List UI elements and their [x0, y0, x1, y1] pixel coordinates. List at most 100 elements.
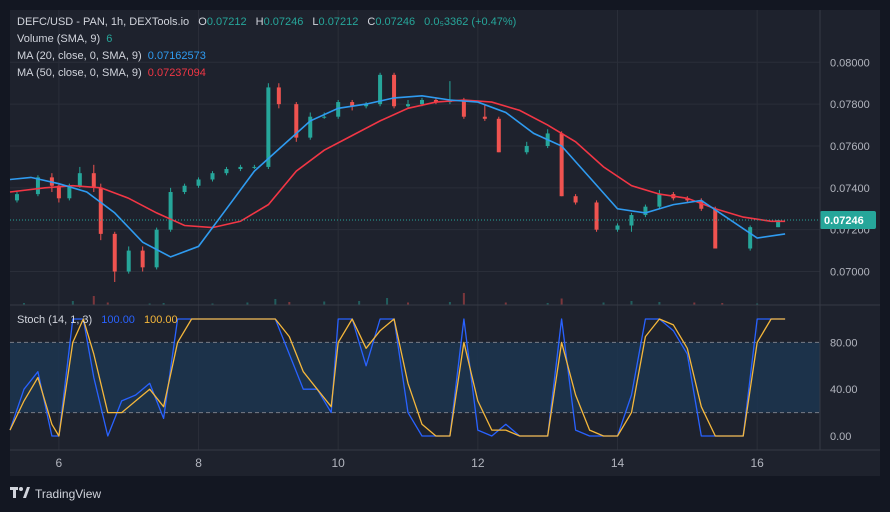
candle-body [643, 206, 648, 216]
candle-body [14, 194, 19, 201]
volume-bar [358, 301, 361, 305]
volume-bar [106, 302, 109, 305]
candle-body [322, 116, 327, 118]
candle-body [196, 179, 201, 186]
volume-bar [630, 301, 633, 305]
candle-body [573, 196, 578, 203]
volume-bar [693, 302, 696, 305]
volume-bar [323, 301, 326, 305]
candle-body [224, 169, 229, 174]
candle-body [685, 198, 690, 201]
stoch-tick-label: 40.00 [830, 384, 858, 396]
high-key: H [255, 16, 264, 28]
moving-averages [9, 94, 786, 258]
time-tick-label: 10 [332, 456, 346, 470]
volume-bar [288, 302, 291, 305]
candle-body [112, 233, 117, 272]
ma20-line [9, 94, 786, 258]
candle-body [392, 74, 397, 107]
candle-body [350, 102, 355, 107]
candle-body [140, 250, 145, 268]
volume-bar [448, 302, 451, 305]
candle-body [406, 104, 411, 107]
candle-body [378, 74, 383, 105]
volume-bar [756, 303, 759, 305]
candle-body [210, 173, 215, 180]
tradingview-logo-icon[interactable] [10, 486, 30, 502]
volume-bar [92, 296, 95, 305]
footer: TradingView [10, 484, 101, 504]
close-value: 0.07246 [375, 16, 416, 28]
stoch-legend: Stoch (14, 1, 3) 100.00 100.00 [17, 312, 178, 329]
candle-body [482, 116, 487, 119]
price-tick-label: 0.07000 [830, 267, 870, 279]
ma50-line [9, 99, 786, 229]
stoch-d-value: 100.00 [144, 314, 178, 326]
volume-row: Volume (SMA, 9) 6 [17, 31, 522, 48]
change-value: 0.0₅3362 (+0.47%) [424, 16, 517, 28]
ma20-label[interactable]: MA (20, close, 0, SMA, 9) [17, 50, 142, 62]
volume-bar [462, 293, 465, 305]
price-tick-label: 0.08000 [830, 57, 870, 69]
ma50-value: 0.07237094 [147, 67, 206, 79]
stoch-d-line [9, 318, 786, 437]
candle-body [461, 99, 466, 117]
candle-body [276, 87, 281, 105]
volume-bar [246, 302, 249, 305]
open-key: O [198, 16, 207, 28]
candle-body [77, 173, 82, 186]
stoch-k-value: 100.00 [101, 314, 135, 326]
volume-bar [504, 302, 507, 305]
volume-bar [602, 302, 605, 305]
volume-label[interactable]: Volume (SMA, 9) [17, 33, 101, 45]
candle-body [294, 104, 299, 138]
volume-bar [658, 302, 661, 305]
high-value: 0.07246 [263, 16, 304, 28]
time-tick-label: 6 [56, 456, 63, 470]
volume-bar [560, 298, 563, 305]
axes: 0.080000.078000.076000.074000.072000.070… [10, 57, 876, 470]
candle-body [154, 229, 159, 268]
candle-body [496, 118, 501, 153]
candle-body [699, 200, 704, 209]
volume-bar [71, 301, 74, 305]
open-value: 0.07212 [206, 16, 247, 28]
candle-body [615, 225, 620, 230]
candle-body [238, 166, 243, 170]
volume-bar [386, 298, 389, 305]
candle-body [364, 104, 369, 107]
close-key: C [367, 16, 376, 28]
candle-body [91, 173, 96, 188]
symbol-label[interactable]: DEFC/USD - PAN, 1h, DEXTools.io [17, 16, 190, 28]
stoch-lines [9, 318, 786, 437]
volume-bar [274, 299, 277, 305]
stoch-label[interactable]: Stoch (14, 1, 3) [17, 314, 93, 326]
volume-bar [407, 302, 410, 305]
candle-body [524, 145, 529, 153]
low-key: L [312, 16, 319, 28]
time-tick-label: 8 [195, 456, 202, 470]
ma20-row: MA (20, close, 0, SMA, 9) 0.07162573 [17, 48, 522, 65]
volume-bar [546, 303, 549, 305]
candle-body [308, 116, 313, 138]
volume-bars [22, 293, 759, 305]
candle-body [182, 185, 187, 193]
last-price-label: 0.07246 [824, 215, 864, 227]
low-value: 0.07212 [318, 16, 359, 28]
price-tick-label: 0.07400 [830, 183, 870, 195]
stoch-k-line [9, 318, 786, 437]
volume-bar [148, 303, 151, 305]
stoch-band [10, 342, 820, 413]
ma50-row: MA (50, close, 0, SMA, 9) 0.07237094 [17, 65, 522, 82]
candle-body [336, 102, 341, 117]
stoch-tick-label: 0.00 [830, 431, 851, 443]
ma50-label[interactable]: MA (50, close, 0, SMA, 9) [17, 67, 142, 79]
price-tick-label: 0.07800 [830, 99, 870, 111]
candle-body [126, 250, 131, 272]
volume-bar [211, 303, 214, 305]
brand-name[interactable]: TradingView [35, 487, 102, 501]
volume-bar [162, 303, 165, 305]
candle-body [98, 187, 103, 234]
candle-body [713, 208, 718, 249]
